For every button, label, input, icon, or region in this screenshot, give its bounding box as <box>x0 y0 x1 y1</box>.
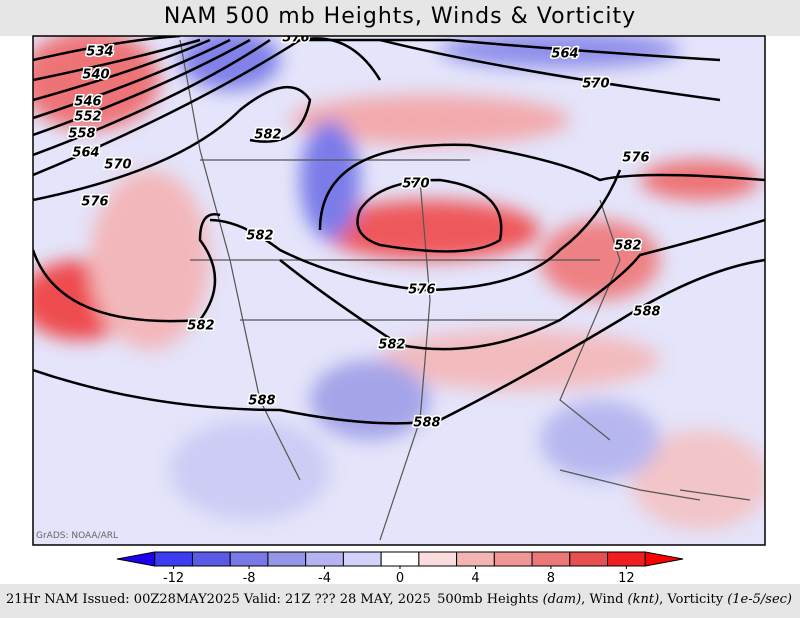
colorbar-label: 12 <box>618 571 635 584</box>
contour-label: 564 <box>551 47 578 62</box>
field-info: 500mb Heights (dam), Wind (knt), Vortici… <box>437 592 792 607</box>
contour-label: 570 <box>582 77 609 92</box>
contour-label: 576 <box>408 283 435 298</box>
unit: (knt) <box>627 592 660 607</box>
contour-label: 564 <box>72 146 99 161</box>
footer: 21Hr NAM Issued: 00Z28MAY2025 Valid: 21Z… <box>0 584 800 618</box>
contour-label: 576 <box>622 151 649 166</box>
contour-label: 570 <box>402 177 429 192</box>
colorbar-cell <box>191 551 231 567</box>
run-info: 21Hr NAM Issued: 00Z28MAY2025 Valid: 21Z… <box>6 592 431 607</box>
contour-label: 540 <box>82 68 109 83</box>
colorbar-cell <box>569 551 609 567</box>
colorbar-cell <box>531 551 571 567</box>
colorbar-label: -4 <box>318 571 331 584</box>
contour-label: 570 <box>104 158 131 173</box>
contour-label: 582 <box>614 239 641 254</box>
colorbar-label: -8 <box>243 571 256 584</box>
unit: (dam) <box>542 592 582 607</box>
credit: GrADS: NOAA/ARL <box>36 531 118 541</box>
colorbar-cell <box>380 551 420 567</box>
colorbar-cell <box>305 551 344 567</box>
field-text: , Vorticity <box>659 592 728 607</box>
unit: (1e-5/sec) <box>727 592 792 607</box>
colorbar-end <box>116 551 156 567</box>
colorbar-label: -12 <box>163 571 184 584</box>
colorbar-cell <box>418 551 458 567</box>
contour-label: 582 <box>254 128 281 143</box>
contour-label: 552 <box>74 110 101 125</box>
contour-label: 588 <box>413 416 440 431</box>
colorbar-label: 0 <box>396 571 404 584</box>
field-text: 500mb Heights <box>437 592 543 607</box>
boundaries <box>179 39 751 541</box>
colorbar-label: 4 <box>471 571 479 584</box>
colorbar-cell <box>267 551 307 567</box>
colorbar-cell <box>456 551 495 567</box>
title: NAM 500 mb Heights, Winds & Vorticity <box>0 0 800 36</box>
height-contours <box>33 36 765 425</box>
colorbar-cell <box>342 551 382 567</box>
contour-label: 582 <box>246 229 273 244</box>
colorbar-cell <box>229 551 269 567</box>
colorbar-cell <box>154 551 193 567</box>
contour-label: 582 <box>187 319 214 334</box>
colorbar-end <box>644 551 684 567</box>
contour-label: 588 <box>633 305 660 320</box>
field-text: , Wind <box>581 592 628 607</box>
colorbar-label: 8 <box>547 571 555 584</box>
contour-label: 588 <box>248 394 275 409</box>
contour-label: 558 <box>68 127 95 142</box>
contour-label: 582 <box>378 338 405 353</box>
map-frame <box>32 35 766 546</box>
colorbar-cell <box>607 551 646 567</box>
colorbar-cell <box>493 551 533 567</box>
contour-label: 576 <box>282 31 309 46</box>
contour-label: 576 <box>81 195 108 210</box>
contour-label: 534 <box>86 45 113 60</box>
contour-label: 546 <box>74 95 101 110</box>
